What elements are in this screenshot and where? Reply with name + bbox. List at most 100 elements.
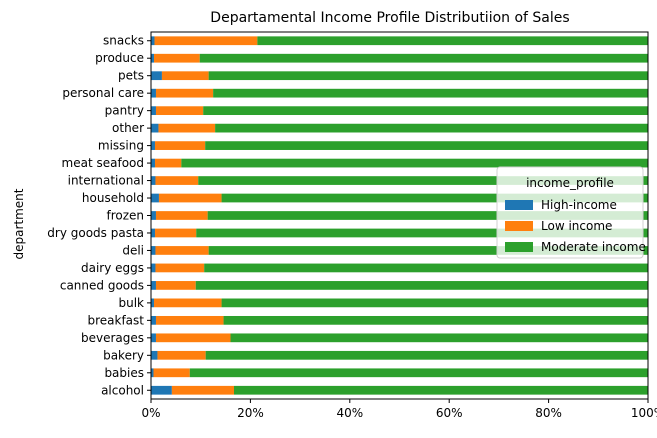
bar-segment [234,385,648,395]
y-tick-label: international [68,174,144,188]
y-tick-label: personal care [62,86,144,100]
bar-segment [151,263,156,273]
bar-segment [155,333,231,343]
legend-box [496,166,644,259]
bar-segment [215,123,649,133]
y-axis-title: department [12,188,26,259]
y-tick-label: household [82,191,144,205]
legend-title: income_profile [526,176,614,190]
bar-segment [230,333,648,343]
bar-segment [151,123,159,133]
bar-segment [189,368,648,378]
bar-segment [151,368,154,378]
bar-segment [221,298,648,308]
x-tick-label: 0% [141,406,160,420]
bar-segment [151,193,159,203]
bar-segment [155,106,204,116]
bar-segment [153,368,190,378]
bar-segment [195,281,649,290]
bar-segment [151,141,155,150]
bar-segment [151,158,155,168]
y-tick-label: alcohol [101,383,144,397]
y-axis: alcohol babies bakery beverages breakfast bul… [47,34,151,397]
y-tick-label: dry goods pasta [47,226,144,240]
y-tick-label: other [112,121,144,135]
bar-segment [257,36,648,46]
y-tick-label: breakfast [87,313,144,327]
bar-segment [205,141,649,150]
bar-segment [198,176,648,185]
bar-segment [155,211,208,220]
bar-segment [155,176,199,185]
bar-segment [151,106,156,116]
bar-segment [151,71,162,81]
y-tick-label: meat seafood [62,156,144,170]
chart-title: Departamental Income Profile Distributii… [210,10,569,26]
x-axis: 0% 20% 40% 60% 80% 100% [141,399,657,420]
y-tick-label: frozen [106,209,144,223]
bar-segment [204,263,648,273]
y-tick-label: missing [98,139,144,153]
bar-segment [151,385,172,395]
bar-segment [155,263,205,273]
bar-segment [171,385,234,395]
bar-segment [221,193,648,203]
bar-segment [151,88,156,98]
y-tick-label: bulk [118,296,144,310]
bar-segment [158,123,216,133]
bar-segment [205,350,649,360]
y-tick-label: pets [118,69,144,83]
bar-segment [213,88,649,98]
bar-layer [151,36,649,395]
bar-segment [154,141,206,150]
bar-segment [207,211,648,220]
x-tick-label: 60% [436,406,463,420]
bar-segment [157,350,206,360]
legend-label: Moderate income [541,240,646,254]
bar-segment [154,36,258,46]
bar-segment [223,315,648,325]
bar-segment [151,53,154,63]
bar-segment [154,158,182,168]
legend-label: High-income [541,198,617,212]
bar-segment [158,193,222,203]
bar-segment [151,298,154,308]
bar-segment [151,315,156,325]
y-tick-label: canned goods [60,278,144,292]
bar-segment [151,228,155,238]
bar-segment [151,281,156,290]
bar-segment [155,315,224,325]
bar-segment [181,158,648,168]
legend: income_profile High-income Low income Mode… [496,166,646,259]
y-tick-label: snacks [103,34,144,48]
bar-segment [161,71,209,81]
bar-segment [203,106,648,116]
x-tick-label: 20% [237,406,264,420]
bar-segment [155,88,214,98]
x-tick-label: 100% [631,406,657,420]
bar-segment [208,71,648,81]
bar-segment [151,36,155,46]
x-tick-label: 40% [336,406,363,420]
bar-segment [155,281,196,290]
bar-segment [155,246,209,255]
y-tick-label: pantry [105,104,144,118]
bar-segment [151,350,158,360]
bar-segment [153,298,222,308]
bar-segment [151,246,156,255]
bar-segment [153,53,200,63]
bar-segment [196,228,649,238]
y-tick-label: deli [122,243,144,257]
legend-swatch [505,221,533,231]
y-tick-label: bakery [103,348,144,362]
bar-segment [154,228,197,238]
y-tick-label: beverages [81,331,144,345]
y-tick-label: produce [95,51,144,65]
legend-label: Low income [541,219,612,233]
bar-segment [199,53,648,63]
x-tick-label: 80% [535,406,562,420]
y-tick-label: babies [104,366,144,380]
y-tick-label: dairy eggs [81,261,144,275]
